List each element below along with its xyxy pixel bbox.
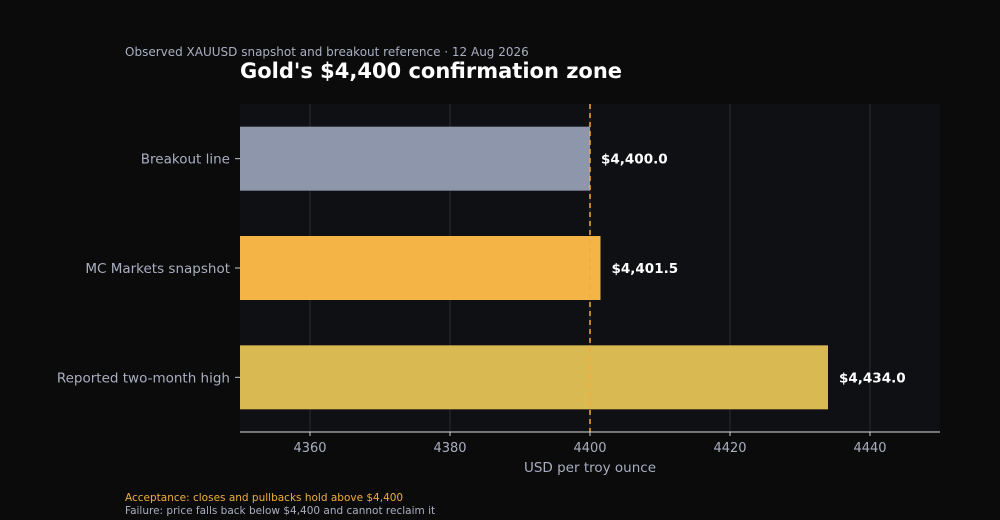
failure-note: Failure: price falls back below $4,400 a…	[125, 505, 436, 517]
chart-title: Gold's $4,400 confirmation zone	[240, 59, 623, 83]
category-label: Reported two-month high	[57, 370, 230, 386]
data-label: $4,400.0	[601, 152, 668, 168]
acceptance-note: Acceptance: closes and pullbacks hold ab…	[125, 492, 404, 504]
x-tick-label: 4400	[573, 441, 606, 456]
x-tick-label: 4380	[433, 441, 466, 456]
x-tick-label: 4440	[853, 441, 886, 456]
bar	[240, 345, 828, 410]
data-label: $4,401.5	[612, 261, 679, 277]
chart-subtitle: Observed XAUUSD snapshot and breakout re…	[125, 45, 529, 59]
x-tick-label: 4420	[713, 441, 746, 456]
category-label: Breakout line	[141, 152, 230, 168]
data-label: $4,434.0	[839, 370, 906, 386]
x-axis-label: USD per troy ounce	[524, 460, 656, 476]
category-label: MC Markets snapshot	[85, 261, 230, 277]
x-tick-label: 4360	[293, 441, 326, 456]
bar	[240, 126, 590, 191]
bar	[240, 236, 601, 300]
